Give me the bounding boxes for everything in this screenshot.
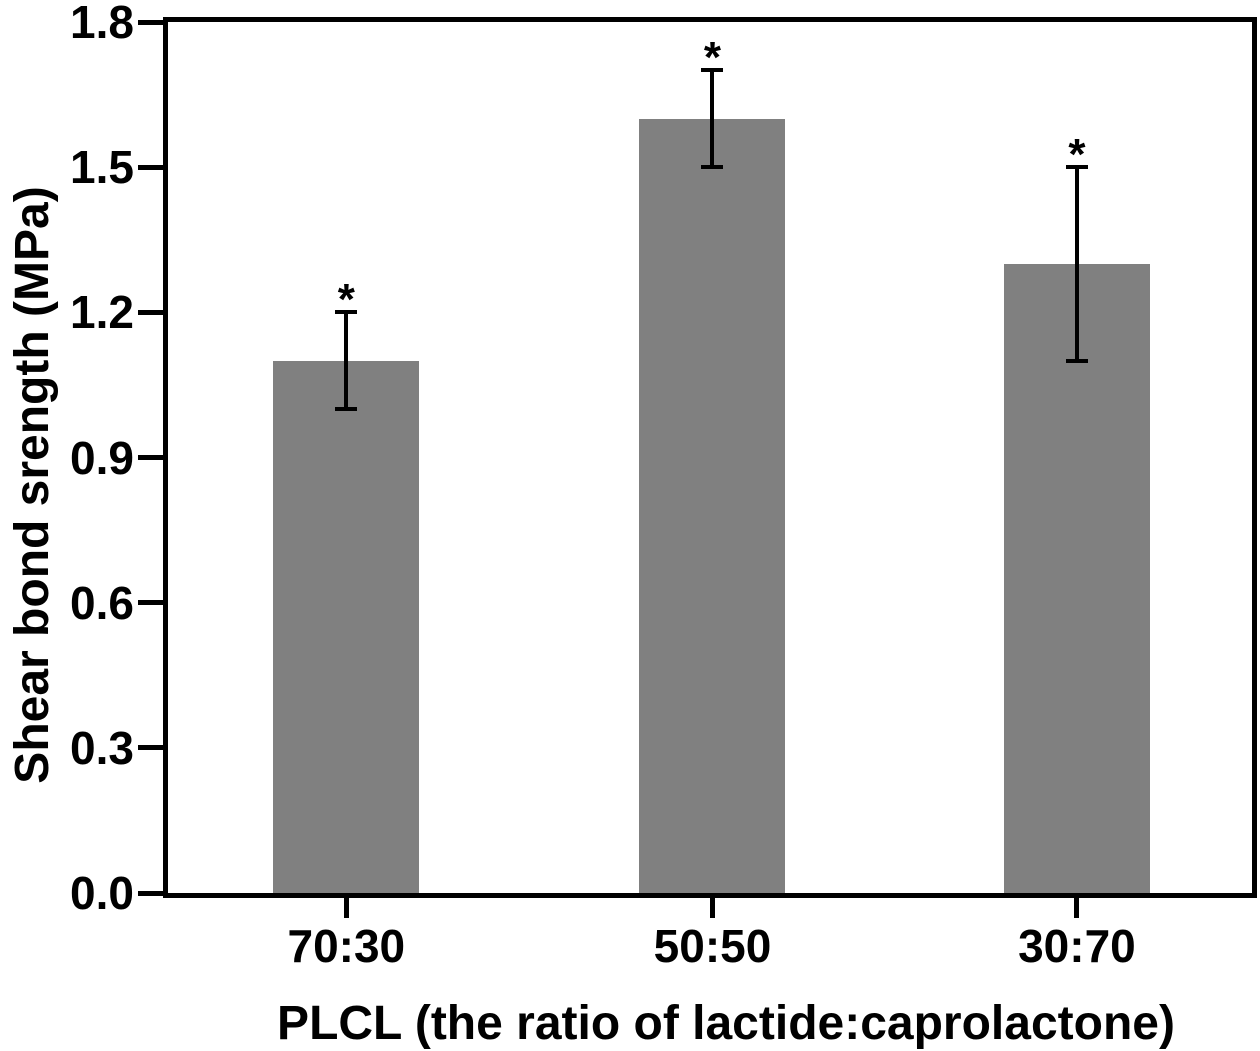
y-axis-tick-label: 1.2 bbox=[70, 286, 134, 339]
y-axis-tick-label: 0.6 bbox=[70, 576, 134, 629]
y-axis-tick-label: 0.0 bbox=[70, 867, 134, 919]
y-axis-tick-label: 1.5 bbox=[70, 141, 134, 194]
y-axis-tick bbox=[138, 309, 163, 315]
error-bar-top-cap bbox=[1065, 165, 1088, 170]
x-axis-tick-label: 70:30 bbox=[287, 920, 406, 972]
bar bbox=[639, 118, 786, 893]
y-axis-tick bbox=[138, 455, 163, 460]
y-axis-tick-label: 0.3 bbox=[70, 721, 134, 774]
error-bar-bottom-cap bbox=[1065, 358, 1088, 363]
error-bar-bottom-cap bbox=[701, 165, 724, 170]
significance-asterisk: * bbox=[1068, 130, 1086, 180]
y-axis-tick bbox=[138, 164, 163, 170]
x-axis-tick bbox=[709, 893, 715, 918]
y-axis-tick-label: 1.8 bbox=[70, 0, 134, 48]
y-axis-tick bbox=[138, 745, 163, 751]
x-axis-tick-label: 30:70 bbox=[1018, 920, 1136, 972]
error-bar-line bbox=[1074, 167, 1079, 361]
x-axis-tick bbox=[343, 893, 349, 918]
error-bar-bottom-cap bbox=[335, 407, 358, 412]
significance-asterisk: * bbox=[703, 33, 722, 83]
bar bbox=[1003, 263, 1150, 893]
x-axis-tick bbox=[1074, 893, 1080, 918]
error-bar-line bbox=[710, 70, 715, 168]
x-axis-tick-label: 50:50 bbox=[653, 920, 772, 972]
y-axis-tick bbox=[138, 19, 163, 25]
y-axis-tick-label: 0.9 bbox=[70, 431, 134, 484]
error-bar-line bbox=[344, 312, 349, 410]
significance-asterisk: * bbox=[337, 275, 355, 325]
y-axis-tick bbox=[138, 600, 163, 606]
y-axis-tick bbox=[138, 890, 163, 896]
bar bbox=[273, 360, 420, 893]
error-bar-top-cap bbox=[335, 310, 358, 315]
x-axis-title: PLCL (the ratio of lactide:caprolactone) bbox=[277, 997, 1175, 1050]
error-bar-top-cap bbox=[701, 68, 724, 73]
